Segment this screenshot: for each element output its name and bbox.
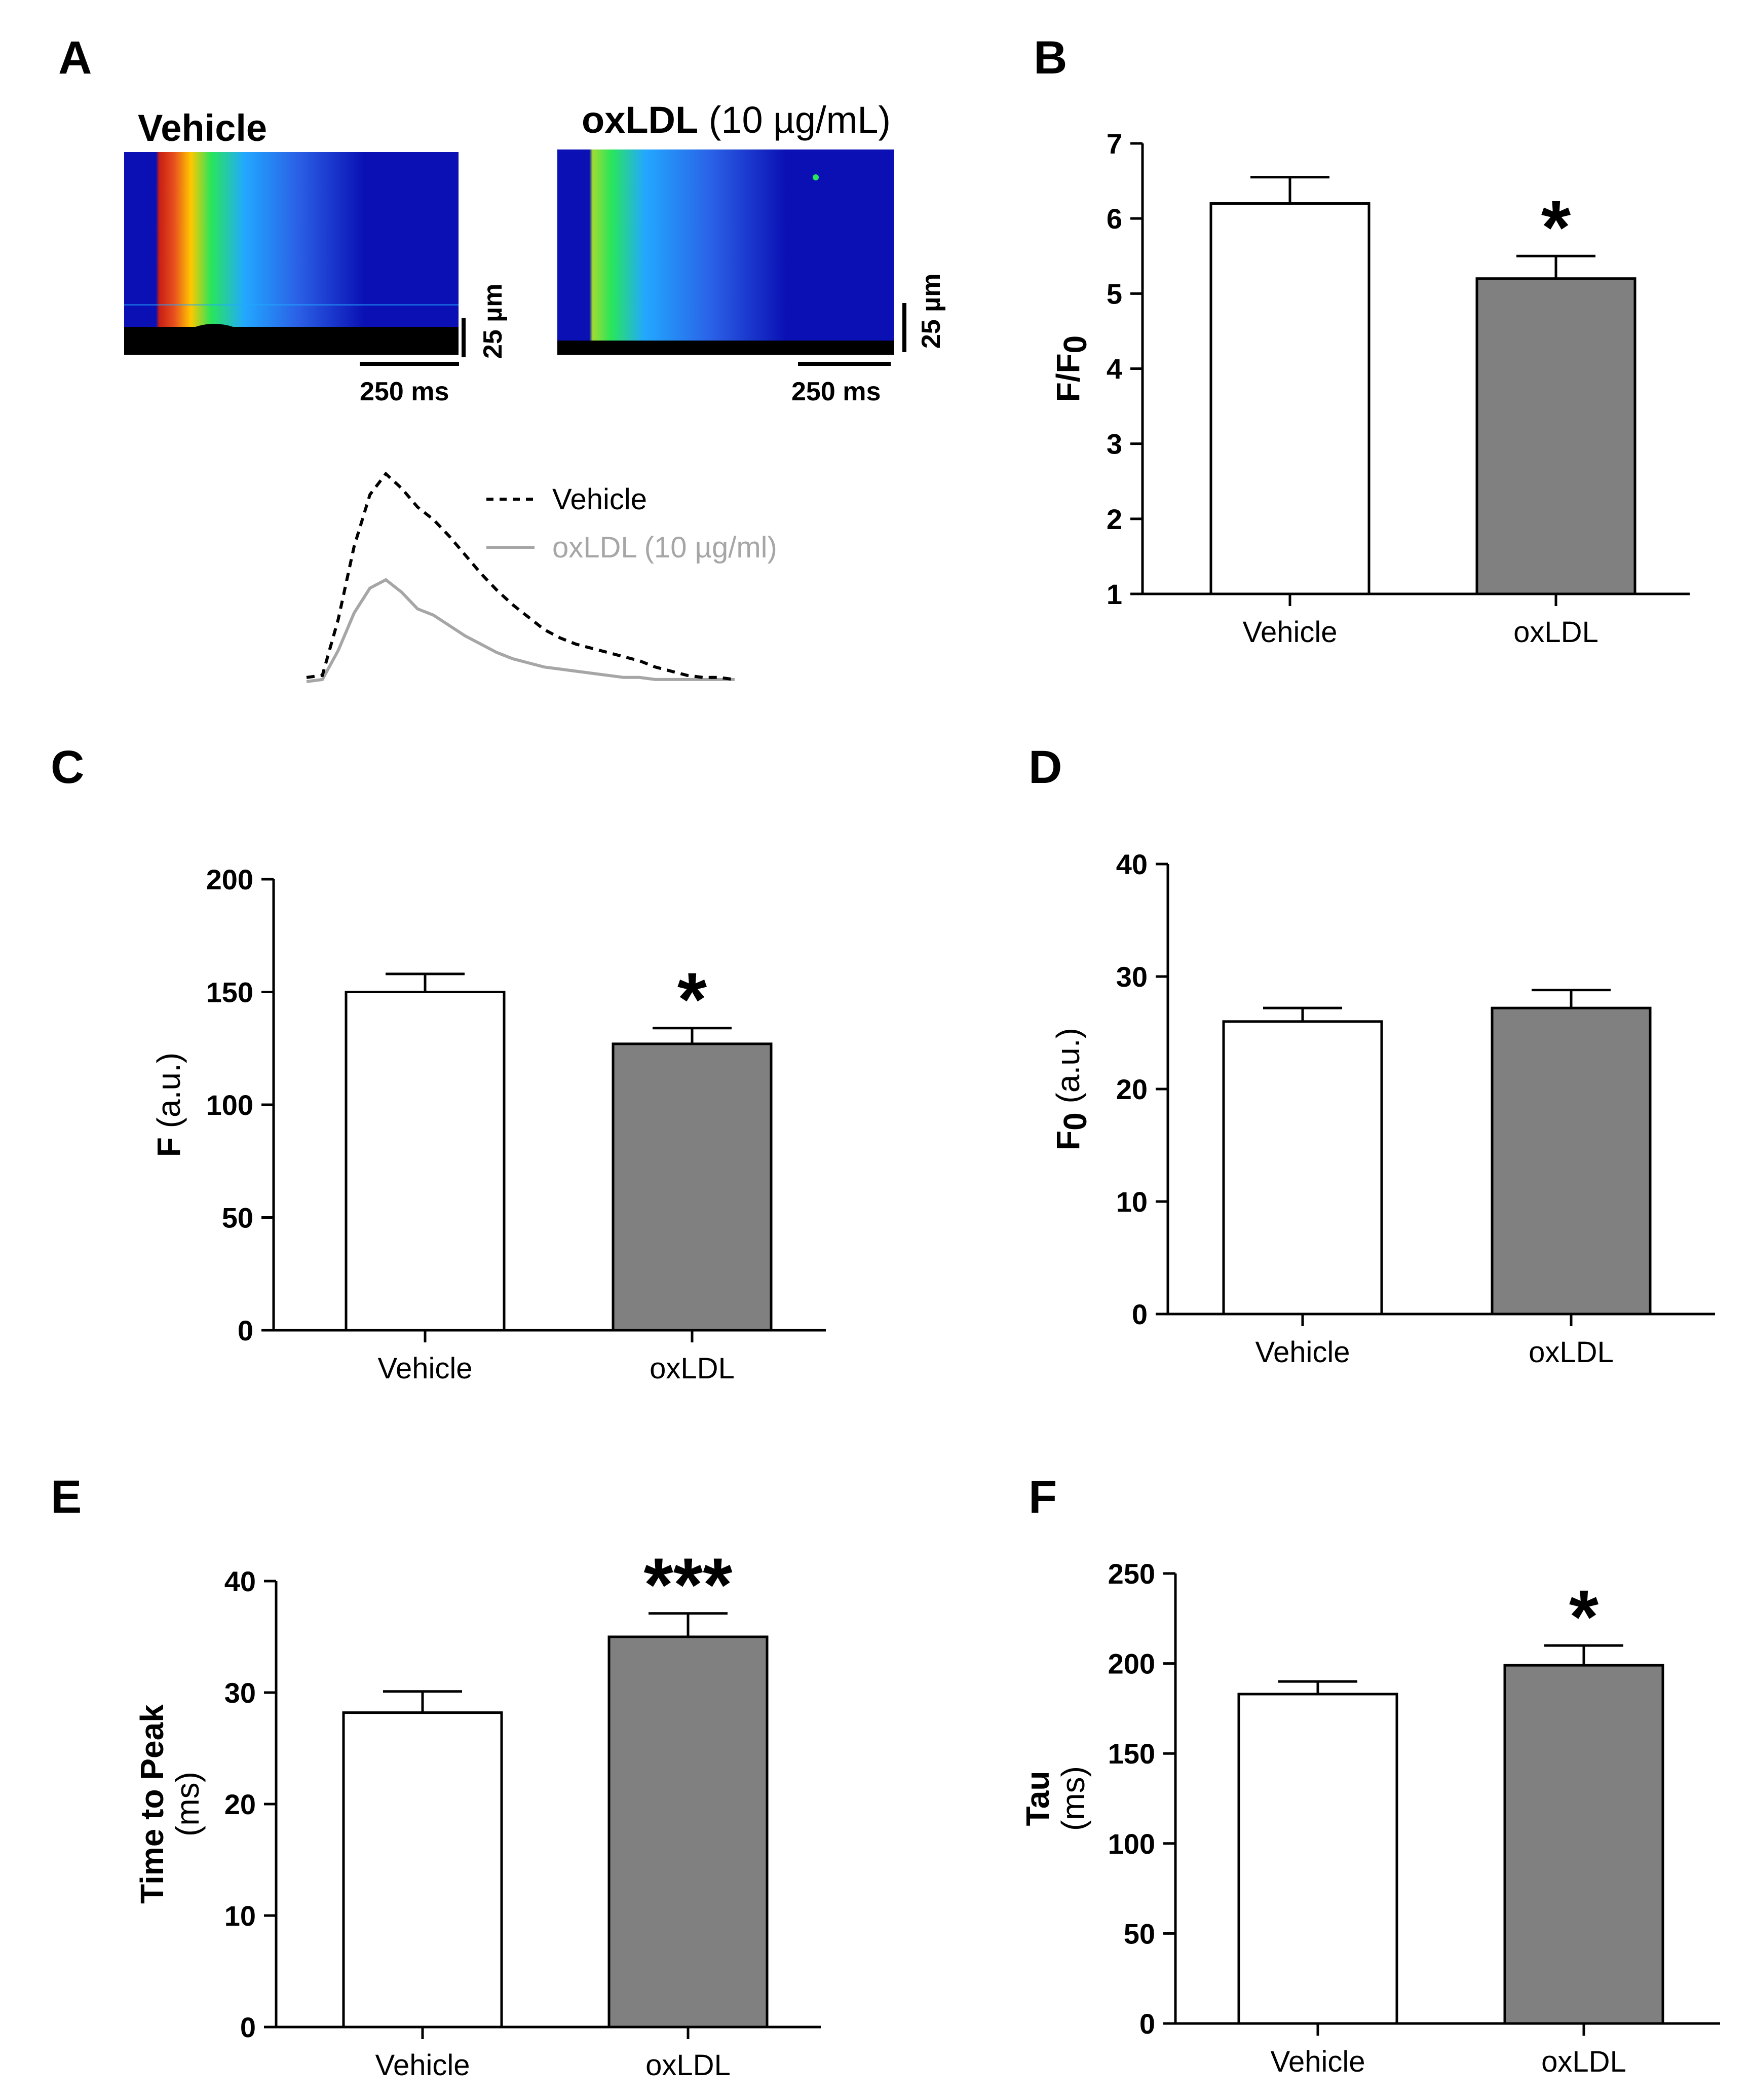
vehicle-bar (342, 1711, 503, 2029)
y-tick-label: 40 (224, 1565, 256, 1597)
y-tick-label: 50 (222, 1202, 253, 1234)
y-tick-label: 50 (1124, 1918, 1155, 1949)
oxldl-bar (1503, 1664, 1664, 2025)
y-tick-label: 200 (1108, 1648, 1155, 1680)
vehicle-space-scale-label: 25 µm (478, 284, 508, 359)
y-axis-title: F0 (a.u.) (1050, 1028, 1093, 1150)
vehicle-kymograph (124, 152, 459, 355)
legend-vehicle-label: Vehicle (552, 483, 647, 516)
y-tick-label: 2 (1107, 503, 1122, 535)
y-axis-title: Tau (1019, 1771, 1056, 1826)
vehicle-category-label: Vehicle (1255, 1336, 1350, 1369)
y-tick-label: 4 (1107, 353, 1122, 385)
oxldl-category-label: oxLDL (650, 1352, 735, 1385)
traces-legend: Vehicle oxLDL (10 µg/ml) (486, 483, 777, 564)
y-tick-label: 40 (1116, 848, 1148, 880)
panel-label-a: A (58, 32, 92, 84)
y-axis-title: F (a.u.) (150, 1053, 187, 1157)
y-tick-label: 100 (1108, 1828, 1155, 1860)
panel-b-ratio-chart: B Vehicle oxLDL * 1 2 3 4 5 6 7 F/F0 (1034, 32, 1690, 649)
y-tick-label: 100 (206, 1089, 253, 1121)
panel-c-peak-f-chart: C Vehicle oxLDL * 0 50 100 150 200 F (a.u.) (51, 741, 826, 1385)
oxldl-bar (1475, 277, 1636, 595)
panel-label-c: C (51, 741, 84, 793)
y-tick-label: 150 (1108, 1738, 1155, 1770)
oxldl-bar (607, 1635, 769, 2029)
y-axis-units: (ms) (1055, 1766, 1091, 1831)
oxldl-category-label: oxLDL (1513, 616, 1598, 649)
oxldl-bar (1491, 1006, 1652, 1316)
oxldl-kymograph-title: oxLDL (10 µg/mL) (582, 99, 891, 141)
oxldl-kymograph (557, 149, 894, 355)
y-tick-label: 30 (1116, 961, 1148, 993)
y-tick-label: 3 (1107, 428, 1122, 460)
oxldl-category-label: oxLDL (1541, 2045, 1626, 2078)
vehicle-bar (1237, 1693, 1398, 2025)
oxldl-significance-marker: * (677, 957, 707, 1042)
panel-label-f: F (1029, 1471, 1057, 1523)
oxldl-bar (612, 1042, 773, 1332)
y-tick-label: 250 (1108, 1558, 1155, 1590)
panel-label-d: D (1029, 741, 1062, 793)
y-tick-label: 10 (1116, 1186, 1148, 1218)
vehicle-kymograph-title: Vehicle (138, 107, 267, 149)
vehicle-category-label: Vehicle (1270, 2045, 1365, 2078)
y-tick-label: 30 (224, 1677, 256, 1709)
vehicle-trace-line (306, 471, 735, 681)
calcium-traces (306, 471, 735, 683)
panel-label-b: B (1034, 32, 1067, 84)
oxldl-significance-marker: * (1541, 184, 1571, 270)
y-tick-label: 10 (224, 1900, 256, 1932)
vehicle-category-label: Vehicle (377, 1352, 472, 1385)
y-tick-label: 20 (224, 1788, 256, 1820)
y-tick-label: 7 (1107, 128, 1122, 160)
vehicle-category-label: Vehicle (1242, 616, 1337, 649)
vehicle-bar (1222, 1020, 1383, 1316)
oxldl-category-label: oxLDL (645, 2049, 731, 2082)
oxldl-time-scale-label: 250 ms (791, 377, 881, 406)
y-tick-label: 0 (238, 1315, 253, 1346)
panel-f-tau-chart: F Vehicle oxLDL * 0 50 100 150 200 250 Tau(ms) (1019, 1471, 1720, 2078)
y-tick-label: 0 (1132, 1298, 1148, 1330)
y-tick-label: 20 (1116, 1073, 1148, 1105)
panel-d-baseline-f0-chart: D Vehicle oxLDL 0 10 20 30 40 F0 (a.u.) (1029, 741, 1715, 1369)
y-axis-units: (ms) (169, 1772, 206, 1836)
oxldl-trace-line (306, 578, 735, 683)
y-axis-title: F/F0 (1050, 335, 1093, 402)
legend-oxldl-label: oxLDL (10 µg/ml) (552, 531, 777, 564)
y-tick-label: 1 (1107, 578, 1122, 610)
vehicle-category-label: Vehicle (375, 2049, 470, 2082)
oxldl-significance-marker: * (1569, 1574, 1599, 1659)
y-tick-label: 6 (1107, 203, 1122, 235)
y-tick-label: 0 (240, 2011, 256, 2043)
vehicle-bar (345, 991, 506, 1332)
y-tick-label: 200 (206, 864, 253, 895)
vehicle-time-scale-label: 250 ms (360, 377, 449, 406)
oxldl-significance-marker: *** (643, 1542, 733, 1627)
panel-a: A Vehicle 25 µm 250 ms oxLDL (10 µg/mL) … (58, 32, 946, 683)
oxldl-category-label: oxLDL (1529, 1336, 1614, 1369)
vehicle-bar (1209, 202, 1371, 595)
oxldl-space-scale-label: 25 µm (917, 274, 946, 349)
y-tick-label: 150 (206, 977, 253, 1008)
y-tick-label: 0 (1139, 2008, 1155, 2040)
y-tick-label: 5 (1107, 278, 1122, 310)
panel-e-time-to-peak-chart: E Vehicle oxLDL *** 0 10 20 30 40 Time to Peak(m… (51, 1471, 821, 2082)
y-axis-title: Time to Peak (134, 1704, 170, 1904)
panel-label-e: E (51, 1471, 82, 1523)
